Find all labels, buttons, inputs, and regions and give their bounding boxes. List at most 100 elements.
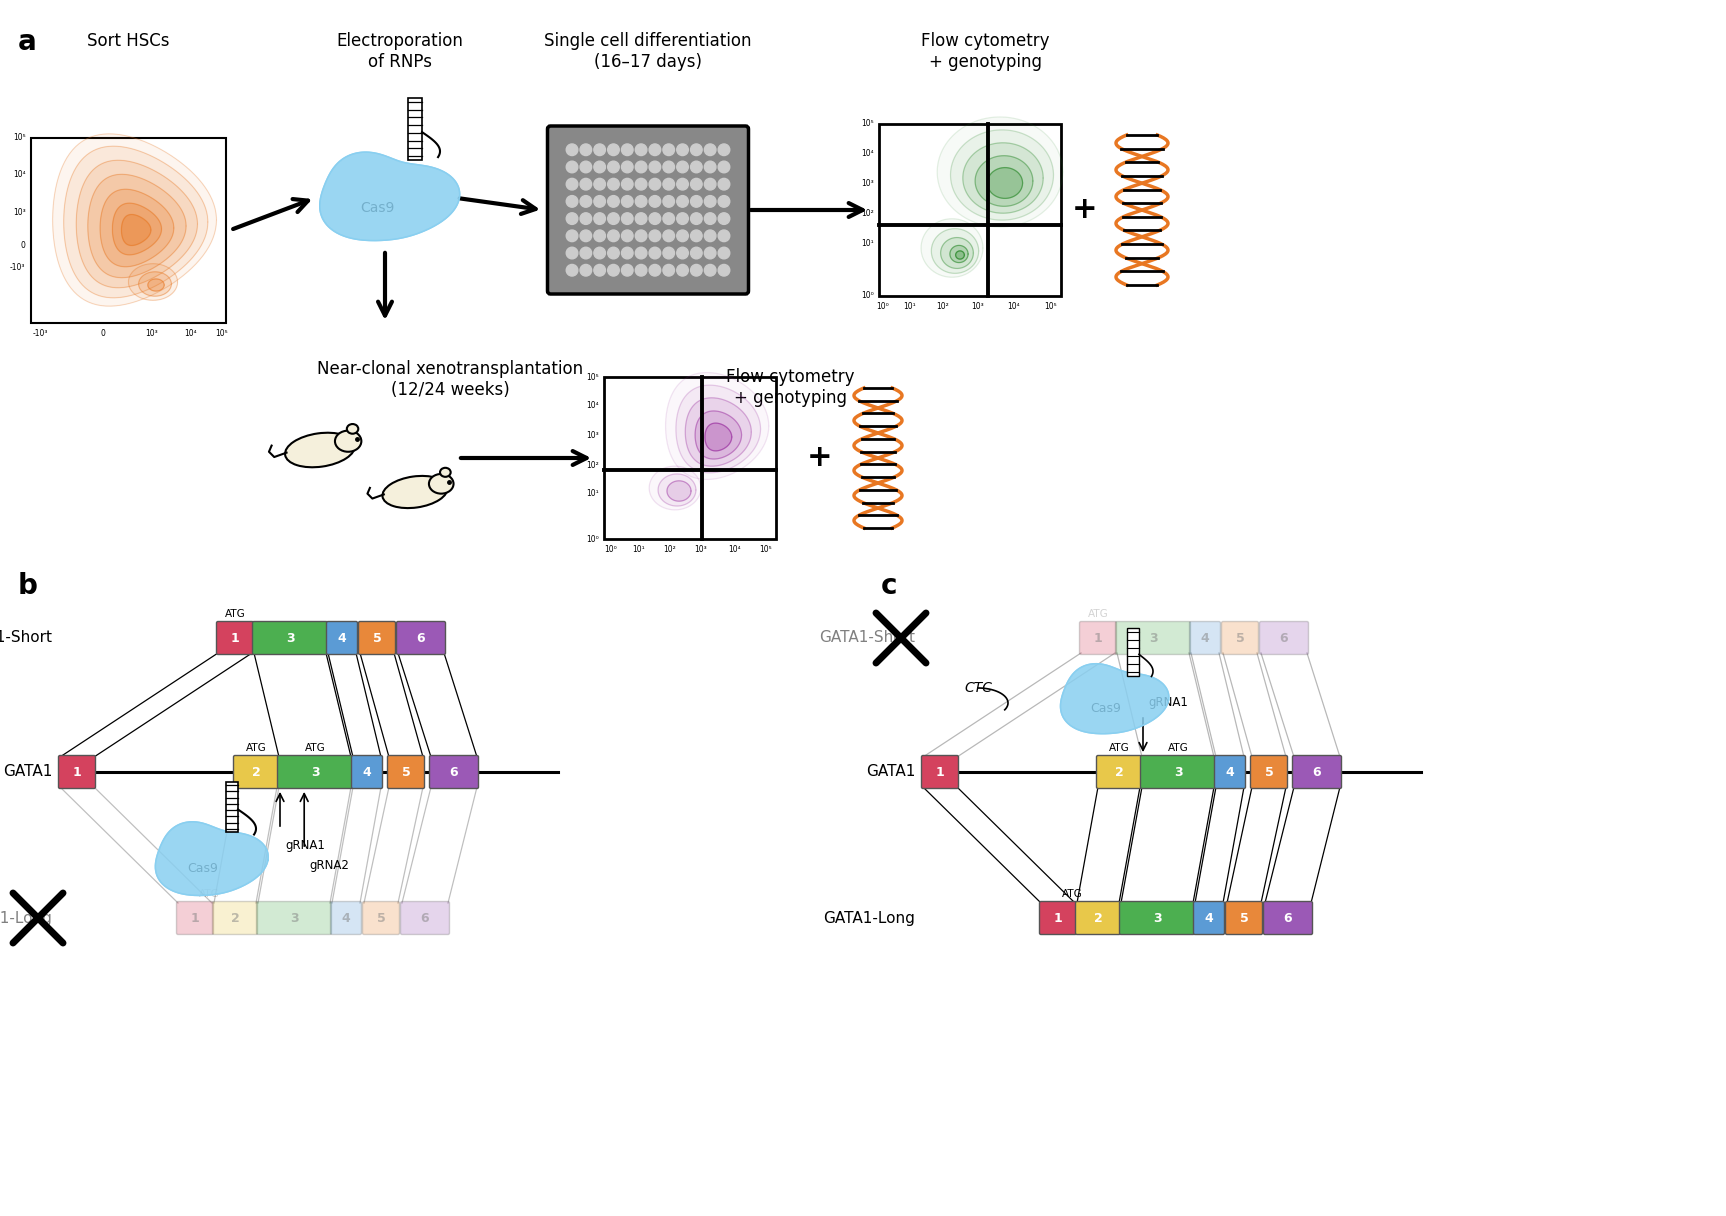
- Text: 10²: 10²: [663, 545, 677, 554]
- Text: 10³: 10³: [694, 545, 706, 554]
- Text: 3: 3: [311, 766, 319, 778]
- Text: 10⁵: 10⁵: [861, 119, 873, 129]
- Text: 10⁵: 10⁵: [12, 133, 26, 142]
- Text: 4: 4: [342, 912, 350, 924]
- Circle shape: [718, 247, 730, 259]
- Circle shape: [621, 143, 633, 156]
- Circle shape: [621, 213, 633, 225]
- FancyBboxPatch shape: [1079, 621, 1117, 654]
- Text: ATG: ATG: [224, 609, 245, 619]
- Circle shape: [566, 196, 578, 207]
- Polygon shape: [112, 203, 162, 255]
- Text: a: a: [17, 28, 36, 56]
- Text: 6: 6: [416, 631, 425, 644]
- FancyBboxPatch shape: [1222, 621, 1258, 654]
- Circle shape: [718, 162, 730, 173]
- Circle shape: [621, 179, 633, 190]
- FancyBboxPatch shape: [1215, 755, 1246, 788]
- Circle shape: [677, 179, 689, 190]
- Circle shape: [663, 179, 675, 190]
- Circle shape: [677, 213, 689, 225]
- FancyBboxPatch shape: [1120, 901, 1194, 935]
- Text: 4: 4: [362, 766, 371, 778]
- Circle shape: [690, 247, 702, 259]
- Text: 6: 6: [1279, 631, 1288, 644]
- Text: 4: 4: [1225, 766, 1234, 778]
- Text: 5: 5: [1239, 912, 1248, 924]
- Circle shape: [566, 264, 578, 276]
- Circle shape: [718, 143, 730, 156]
- Text: 10⁴: 10⁴: [1008, 302, 1020, 311]
- Polygon shape: [54, 134, 216, 306]
- FancyBboxPatch shape: [1141, 755, 1215, 788]
- Circle shape: [704, 230, 716, 242]
- Polygon shape: [121, 214, 150, 246]
- Ellipse shape: [383, 475, 447, 508]
- Polygon shape: [949, 246, 968, 263]
- Text: 10⁵: 10⁵: [587, 372, 599, 382]
- Circle shape: [580, 264, 592, 276]
- Text: 1: 1: [1053, 912, 1063, 924]
- Circle shape: [690, 230, 702, 242]
- Polygon shape: [685, 398, 751, 466]
- Polygon shape: [1060, 664, 1169, 733]
- Bar: [226, 782, 238, 832]
- FancyBboxPatch shape: [359, 621, 395, 654]
- Polygon shape: [155, 822, 268, 895]
- Text: Sort HSCs: Sort HSCs: [86, 32, 169, 50]
- Text: GATA1-Short: GATA1-Short: [0, 631, 52, 646]
- Circle shape: [649, 179, 661, 190]
- Circle shape: [566, 247, 578, 259]
- Text: GATA1-Long: GATA1-Long: [823, 911, 915, 925]
- Text: GATA1-Short: GATA1-Short: [820, 631, 915, 646]
- Circle shape: [677, 162, 689, 173]
- Text: 1: 1: [231, 631, 240, 644]
- Text: 10³: 10³: [587, 430, 599, 439]
- Text: ATG: ATG: [304, 743, 326, 753]
- Circle shape: [580, 162, 592, 173]
- Text: 0: 0: [21, 241, 26, 250]
- Circle shape: [566, 143, 578, 156]
- Circle shape: [649, 213, 661, 225]
- Circle shape: [690, 213, 702, 225]
- Text: Flow cytometry
+ genotyping: Flow cytometry + genotyping: [725, 368, 854, 407]
- Circle shape: [704, 179, 716, 190]
- FancyBboxPatch shape: [430, 755, 478, 788]
- Polygon shape: [941, 237, 973, 269]
- Text: GATA1: GATA1: [3, 765, 52, 779]
- Bar: [604, 377, 777, 539]
- Circle shape: [663, 143, 675, 156]
- Circle shape: [649, 143, 661, 156]
- Circle shape: [718, 213, 730, 225]
- Text: 10³: 10³: [12, 208, 26, 216]
- Text: Cas9: Cas9: [188, 861, 219, 874]
- Circle shape: [594, 230, 606, 242]
- Circle shape: [718, 230, 730, 242]
- Circle shape: [649, 162, 661, 173]
- Text: Electroporation
of RNPs: Electroporation of RNPs: [337, 32, 464, 71]
- Text: CTC: CTC: [965, 681, 992, 696]
- Text: 3: 3: [1174, 766, 1182, 778]
- Circle shape: [663, 162, 675, 173]
- FancyBboxPatch shape: [1193, 901, 1224, 935]
- Polygon shape: [76, 161, 197, 288]
- FancyBboxPatch shape: [257, 901, 331, 935]
- FancyBboxPatch shape: [326, 621, 357, 654]
- Polygon shape: [100, 190, 174, 266]
- Text: ATG: ATG: [198, 889, 219, 899]
- Polygon shape: [658, 474, 696, 506]
- FancyBboxPatch shape: [216, 621, 254, 654]
- Circle shape: [608, 230, 620, 242]
- Text: 3: 3: [290, 912, 299, 924]
- Text: 2: 2: [1115, 766, 1124, 778]
- Polygon shape: [987, 168, 1022, 198]
- Text: 1: 1: [1094, 631, 1103, 644]
- Text: 5: 5: [402, 766, 411, 778]
- Polygon shape: [128, 264, 178, 300]
- Text: 3: 3: [287, 631, 295, 644]
- Text: 2: 2: [1094, 912, 1103, 924]
- Circle shape: [649, 247, 661, 259]
- Text: 6: 6: [421, 912, 430, 924]
- Text: 1: 1: [935, 766, 944, 778]
- Text: 1: 1: [72, 766, 81, 778]
